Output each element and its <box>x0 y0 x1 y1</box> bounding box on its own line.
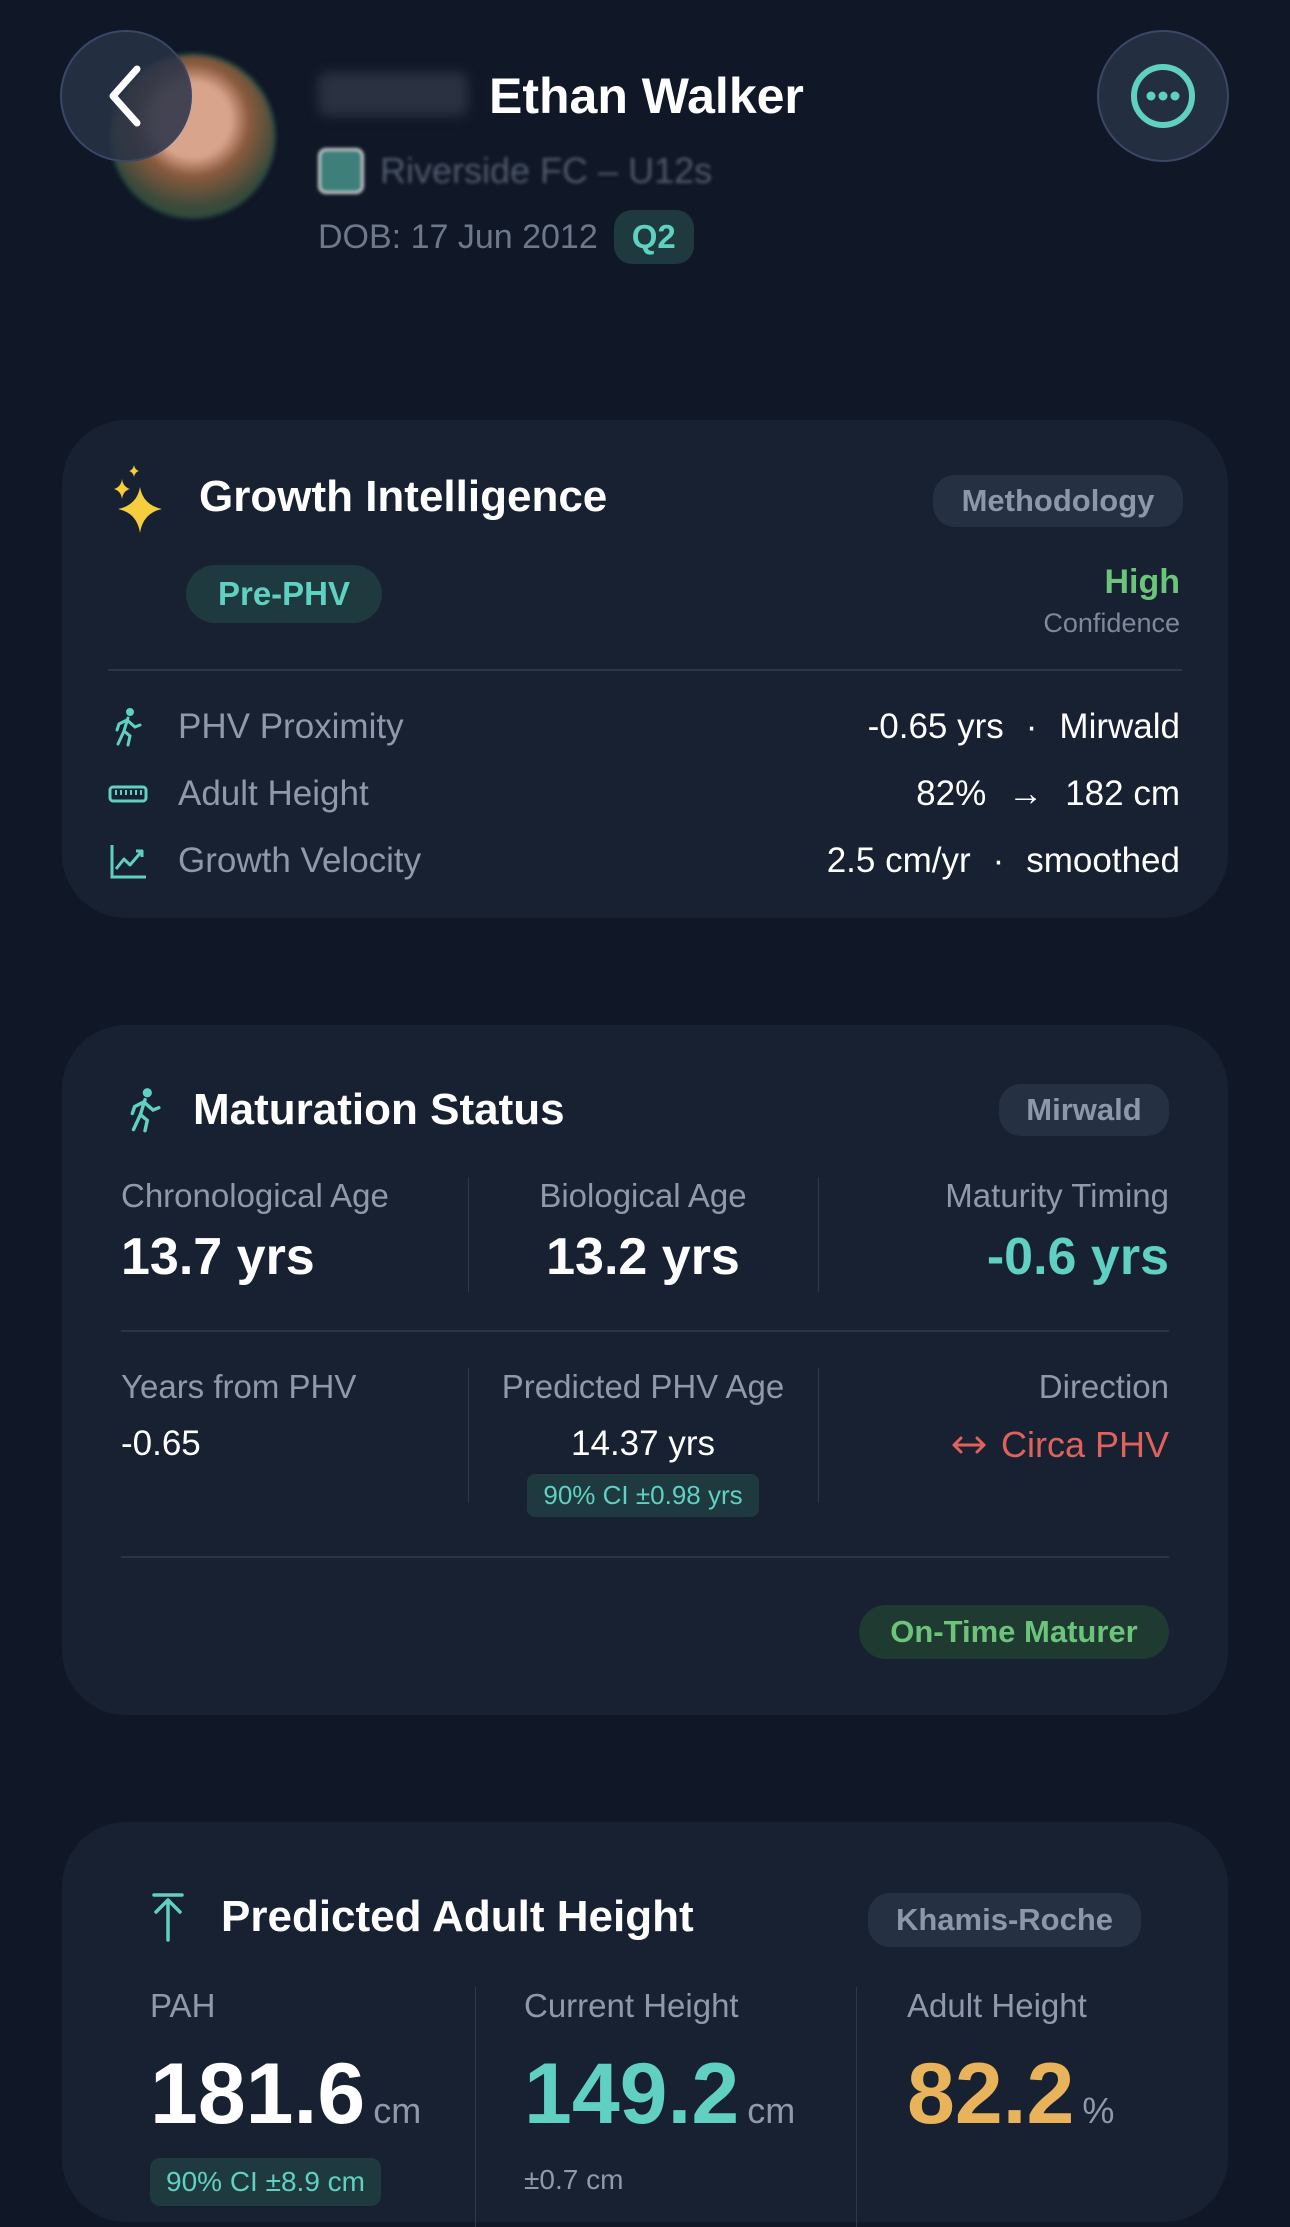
maturation-status-card: Maturation Status Mirwald Chronological … <box>62 1025 1228 1715</box>
blurred-name-ghost <box>318 72 468 116</box>
chronological-age: Chronological Age 13.7 yrs <box>121 1177 389 1287</box>
classification-badge: On-Time Maturer <box>859 1605 1169 1659</box>
team-name: Riverside FC – U12s <box>380 150 713 191</box>
stat-value: 82.2 <box>907 2046 1075 2142</box>
metric-label: Adult Height <box>178 774 369 813</box>
metric-detail: Mirwald <box>1059 707 1180 746</box>
metric-value: 82% <box>916 774 987 813</box>
quarter-badge: Q2 <box>613 210 694 264</box>
stat-value: -0.6 yrs <box>986 1228 1169 1286</box>
chevron-left-icon <box>109 65 141 127</box>
metric-row-phv-proximity: PHV Proximity -0.65 yrs · Mirwald <box>108 702 1180 752</box>
card-title: Maturation Status <box>193 1085 565 1134</box>
confidence-label: Confidence <box>1043 608 1180 638</box>
metric-separator: · <box>992 841 1005 880</box>
stat-label: Biological Age <box>539 1177 747 1214</box>
methodology-button[interactable]: Methodology <box>933 475 1183 527</box>
divider <box>475 1987 476 2227</box>
divider <box>121 1556 1169 1558</box>
metric-label: Growth Velocity <box>178 841 422 880</box>
left-right-arrow-icon <box>952 1436 986 1454</box>
metric-detail: smoothed <box>1026 841 1180 880</box>
stat-value: 14.37 yrs <box>571 1424 715 1463</box>
stat-label: Current Height <box>524 1987 739 2024</box>
stat-label: Chronological Age <box>121 1177 389 1214</box>
stat-value: 149.2 <box>524 2046 740 2142</box>
predicted-adult-height-card: Predicted Adult Height Khamis-Roche PAH … <box>62 1822 1228 2227</box>
current-height-stat: Current Height 149.2 cm ±0.7 cm <box>524 1987 795 2196</box>
stat-label: Maturity Timing <box>945 1177 1169 1214</box>
stat-label: Adult Height <box>907 1987 1087 2024</box>
direction: Direction Circa PHV <box>951 1368 1169 1466</box>
confidence-level: High <box>1104 563 1180 601</box>
arrow-right-icon: → <box>1008 774 1044 813</box>
sparkles-icon <box>114 465 162 533</box>
years-from-phv: Years from PHV -0.65 <box>121 1368 356 1464</box>
biological-age: Biological Age 13.2 yrs <box>468 1177 818 1287</box>
predicted-phv-age: Predicted PHV Age 14.37 yrs 90% CI ±0.98… <box>468 1368 818 1517</box>
back-button[interactable] <box>60 30 192 162</box>
divider <box>121 1330 1169 1332</box>
metric-separator: · <box>1025 707 1038 746</box>
metric-value: -0.65 yrs <box>867 707 1004 746</box>
metric-row-adult-height: Adult Height 82% → 182 cm <box>108 769 1180 819</box>
stat-value: 13.2 yrs <box>546 1228 740 1286</box>
stat-value: 13.7 yrs <box>121 1228 315 1286</box>
ruler-icon <box>108 785 148 803</box>
ci-badge: 90% CI ±8.9 cm <box>150 2158 381 2206</box>
trend-chart-icon <box>110 845 146 879</box>
stage-badge: Pre-PHV <box>186 565 382 623</box>
stat-label: Direction <box>1038 1368 1169 1405</box>
divider <box>818 1368 819 1503</box>
stat-label: Predicted PHV Age <box>501 1368 785 1405</box>
metric-label: PHV Proximity <box>178 707 404 746</box>
metric-value: 2.5 cm/yr <box>826 841 971 880</box>
direction-value: Circa PHV <box>1000 1424 1169 1465</box>
stat-value: -0.65 <box>121 1424 201 1463</box>
method-badge: Mirwald <box>999 1084 1169 1136</box>
metric-detail: 182 cm <box>1065 774 1180 813</box>
card-title: Predicted Adult Height <box>221 1892 694 1941</box>
team-row: Riverside FC – U12s <box>318 148 712 194</box>
team-crest-icon <box>318 148 364 194</box>
divider <box>108 669 1182 671</box>
player-name: Ethan Walker <box>489 68 804 124</box>
stat-label: Years from PHV <box>121 1368 357 1405</box>
divider <box>818 1177 819 1292</box>
adult-height-stat: Adult Height 82.2% <box>907 1987 1114 2144</box>
method-badge: Khamis-Roche <box>868 1893 1141 1947</box>
metric-row-growth-velocity: Growth Velocity 2.5 cm/yr · smoothed <box>108 836 1180 886</box>
divider <box>468 1368 469 1503</box>
pah-stat: PAH 181.6 cm 90% CI ±8.9 cm <box>150 1987 421 2206</box>
stat-label: PAH <box>150 1987 216 2024</box>
more-button[interactable] <box>1097 30 1229 162</box>
stat-value: 181.6 <box>150 2046 366 2142</box>
stat-unit: cm <box>747 2090 796 2131</box>
stat-unit: % <box>1082 2090 1115 2131</box>
divider <box>856 1987 857 2227</box>
arrow-up-to-line-icon <box>152 1893 184 1942</box>
running-figure-icon <box>115 708 142 747</box>
running-figure-icon <box>130 1088 161 1133</box>
divider <box>468 1177 469 1292</box>
ellipsis-circle-icon <box>1131 64 1195 128</box>
maturity-timing: Maturity Timing -0.6 yrs <box>945 1177 1169 1287</box>
stat-sub: ±0.7 cm <box>524 2164 624 2195</box>
dob-row: DOB: 17 Jun 2012 Q2 <box>318 210 694 264</box>
growth-intelligence-card: Growth Intelligence Methodology Pre-PHV … <box>62 420 1228 918</box>
stat-unit: cm <box>373 2090 422 2131</box>
card-title: Growth Intelligence <box>199 472 608 521</box>
dob-text: DOB: 17 Jun 2012 <box>318 217 598 256</box>
ci-badge: 90% CI ±0.98 yrs <box>527 1474 759 1517</box>
